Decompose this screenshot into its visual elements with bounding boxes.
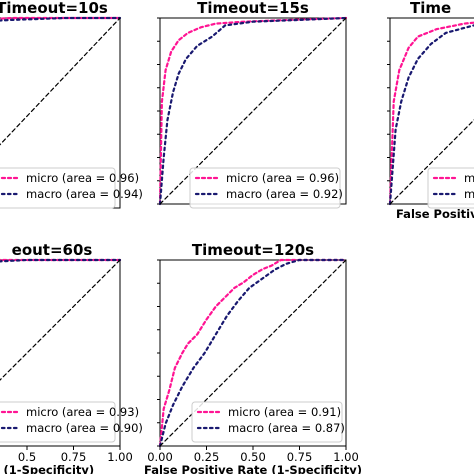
macro-roc-line — [158, 16, 348, 206]
x-tick-label: 1.00 — [333, 450, 359, 464]
panel-title: Timeout=10s — [0, 0, 108, 17]
legend-box — [191, 401, 343, 443]
x-tick-label: 0.00 — [147, 450, 173, 464]
x-tick-label: 0.75 — [287, 450, 313, 464]
panel-title: Time — [410, 0, 451, 17]
legend-box — [189, 167, 341, 209]
x-axis-label: e Rate (1-Specificity) — [0, 463, 94, 474]
legend-box — [0, 401, 116, 443]
legend: micro (area = 0.96) macro (area = 0.92) — [189, 167, 343, 209]
roc-panel: Timeout=15s micro (area = 0.96) macro (are… — [157, 0, 348, 209]
legend-label: ma — [464, 187, 474, 201]
legend-box — [0, 167, 116, 209]
chance-diagonal-line — [159, 259, 347, 447]
x-tick-label: 0.75 — [61, 450, 87, 464]
legend-label: micro (area = 0.96) — [226, 171, 339, 185]
legend: micro (area = 0.93) macro (area = 0.90) — [0, 401, 143, 443]
legend: micro (area = 0.96) macro (area = 0.94) — [0, 167, 143, 209]
micro-roc-line — [388, 21, 474, 206]
panel-title: Timeout=15s — [197, 0, 309, 17]
legend: micro (area = 0.91) macro (area = 0.87) — [191, 401, 345, 443]
legend-label: micro (area = 0.91) — [228, 405, 341, 419]
micro-roc-line — [158, 258, 348, 448]
macro-roc-line — [388, 24, 474, 206]
x-axis-label: False Positive — [396, 207, 474, 221]
legend: mi ma — [427, 167, 474, 209]
chance-diagonal-line — [0, 17, 121, 146]
roc-panel: Time False Positive mi ma — [387, 0, 474, 221]
x-tick-label: 0.50 — [240, 450, 266, 464]
panel-title: Timeout=120s — [192, 241, 314, 259]
roc-panel: Timeout=10s micro (area = 0.96) macro (are… — [0, 0, 143, 209]
legend-label: micro (area = 0.93) — [26, 405, 139, 419]
micro-roc-line — [0, 258, 122, 262]
legend-label: mi — [464, 171, 474, 185]
macro-roc-line — [158, 258, 348, 448]
legend-label: macro (area = 0.90) — [26, 421, 143, 435]
legend-label: macro (area = 0.87) — [228, 421, 345, 435]
x-tick-label: 0.5 — [18, 450, 36, 464]
legend-label: macro (area = 0.92) — [226, 187, 343, 201]
panel-title: eout=60s — [12, 241, 93, 259]
x-tick-label: 0.25 — [194, 450, 220, 464]
x-tick-label: 1.00 — [107, 450, 133, 464]
legend-label: micro (area = 0.96) — [26, 171, 139, 185]
chance-diagonal-line — [0, 259, 121, 381]
legend-label: macro (area = 0.94) — [26, 187, 143, 201]
chance-diagonal-line — [389, 119, 474, 205]
x-axis-label: False Positive Rate (1-Specificity) — [144, 463, 362, 474]
roc-panel: eout=60s 0.5 0.75 1.00 e Rate (1-Specificity… — [0, 241, 143, 474]
